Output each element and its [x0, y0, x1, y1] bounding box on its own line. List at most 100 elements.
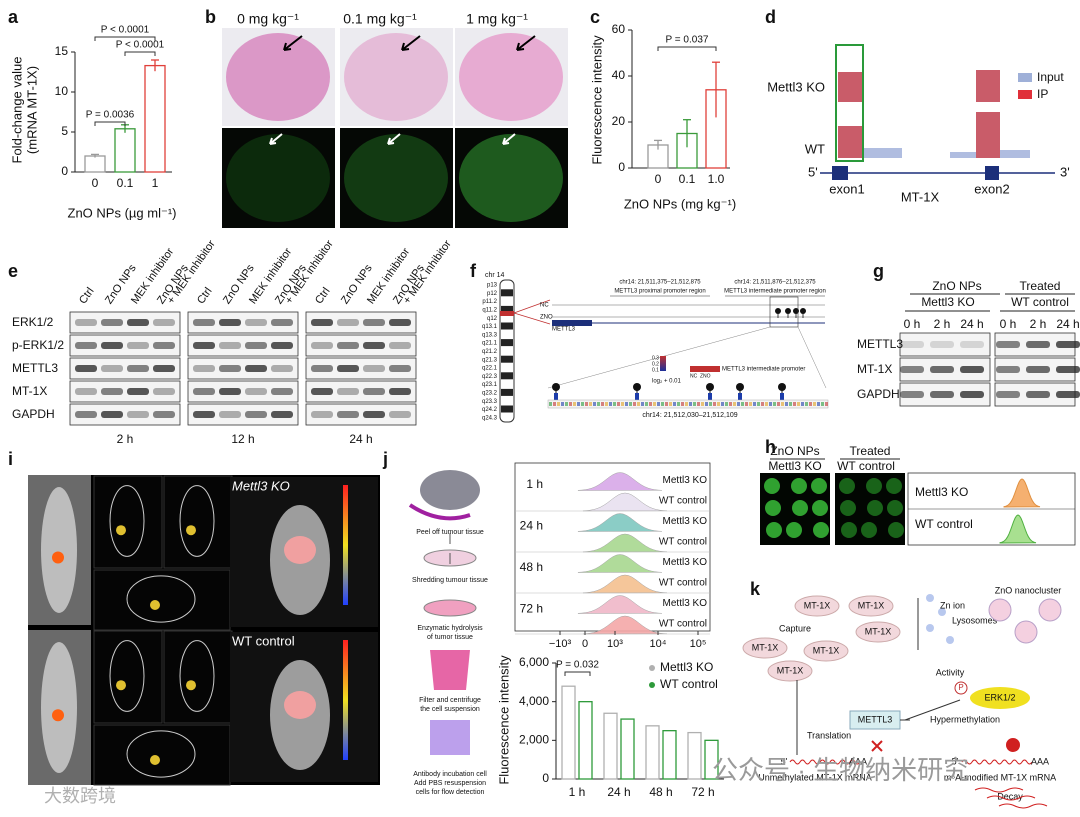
dose-label: 1 mg kg⁻¹	[466, 11, 528, 27]
sequence-base	[645, 402, 648, 406]
line	[904, 699, 961, 721]
legend-tick: 0.2	[652, 361, 659, 367]
row-label: METTL3	[12, 361, 58, 375]
legend-label: Mettl3 KO	[660, 660, 713, 674]
blot-band	[193, 411, 215, 418]
sequence-base	[581, 402, 584, 406]
label: 5'	[781, 756, 788, 766]
exon-label: exon2	[974, 181, 1009, 196]
x-axis-label: ZnO NPs (mg kg⁻¹)	[624, 196, 736, 211]
signal-track	[976, 70, 1000, 102]
x-tick-label: 0	[92, 176, 99, 190]
blot-band	[219, 388, 241, 395]
sequence-base	[549, 402, 552, 406]
tissue	[344, 33, 448, 121]
track-label: NC	[540, 303, 549, 309]
bar	[662, 730, 677, 780]
panel-letter: d	[765, 7, 776, 27]
legend-label: ZNO	[700, 373, 711, 379]
blot-band	[193, 342, 215, 349]
sequence-base	[569, 402, 572, 406]
y-tick-label: 2,000	[519, 733, 549, 747]
step-label: Activity	[936, 667, 965, 677]
strand-end: 3'	[1060, 164, 1070, 179]
blot-box	[69, 380, 181, 403]
blot-band	[363, 319, 385, 326]
sequence-base	[681, 402, 684, 406]
x-tick-label: 24 h	[607, 785, 630, 799]
lungs	[284, 691, 316, 719]
blot-band	[930, 341, 954, 348]
ct-slice	[93, 569, 231, 631]
step-label: Hypermethylation	[930, 714, 1000, 724]
sequence-base	[601, 402, 604, 406]
blot-band	[127, 319, 149, 326]
blot-band	[337, 365, 359, 372]
protein	[794, 595, 840, 617]
signal-track	[1000, 150, 1030, 158]
sequence-base	[725, 402, 728, 406]
signal-track	[862, 148, 902, 158]
panel-letter: f	[470, 261, 477, 281]
blot-box	[305, 403, 417, 426]
sequence-base	[565, 402, 568, 406]
ct-slice	[163, 475, 233, 569]
tube	[430, 720, 470, 755]
sequence-base	[561, 402, 564, 406]
panel-letter: c	[590, 7, 600, 27]
blot-box	[69, 334, 181, 357]
cell	[766, 522, 782, 538]
blot-band	[153, 411, 175, 418]
blot-band	[900, 341, 924, 348]
sequence-base	[553, 402, 556, 406]
blot-band	[960, 391, 984, 398]
protein	[742, 637, 788, 659]
watermark: 大数跨境	[44, 786, 116, 806]
row-label: Mettl3 KO	[663, 516, 708, 527]
degraded-mrna	[974, 787, 1024, 793]
step-label: Filter and centrifuge	[419, 697, 481, 704]
histogram	[582, 574, 668, 594]
protein-label: MT-1X	[813, 645, 840, 655]
body-outline	[179, 640, 215, 712]
band-label: q23.2	[482, 390, 498, 396]
blot-band	[1026, 366, 1050, 373]
sequence-base	[585, 402, 588, 406]
dose-label: 0.1 mg kg⁻¹	[343, 11, 417, 27]
signal-track	[976, 112, 1000, 158]
x-tick-label: 10⁵	[690, 638, 707, 650]
blot-band	[389, 411, 411, 418]
locus-mark	[500, 311, 514, 316]
region-label: METTL3 intermediate promoter region	[724, 289, 826, 295]
y-tick-label: 60	[612, 22, 626, 36]
strand-end: 5'	[808, 164, 818, 179]
sequence-base	[797, 402, 800, 406]
protein-label: MT-1X	[858, 600, 885, 610]
bracket	[657, 46, 717, 51]
row-label: WT control	[659, 496, 707, 507]
blot-band	[153, 388, 175, 395]
x-tick-label: 48 h	[649, 785, 672, 799]
signal-track	[838, 72, 862, 102]
protein-label: MT-1X	[777, 665, 804, 675]
histogram	[577, 554, 663, 573]
chromosome-label: chr 14	[485, 272, 505, 279]
cpg-site	[633, 383, 641, 391]
sequence-base	[709, 402, 712, 406]
histogram	[999, 514, 1037, 544]
time-label: 72 h	[520, 602, 543, 616]
y-tick-label: 5	[61, 124, 68, 138]
label: Lysosomes	[952, 615, 998, 625]
x-tick-label: 1.0	[708, 172, 725, 186]
annotation: P = 0.037	[666, 35, 709, 46]
blot-band	[193, 365, 215, 372]
blot-band	[101, 411, 123, 418]
cpg-site	[793, 308, 799, 314]
bar	[144, 64, 166, 173]
row-label: Mettl3 KO	[663, 475, 708, 486]
annotation: P = 0.032	[556, 660, 599, 671]
cell	[887, 500, 903, 516]
panel-letter: i	[8, 449, 13, 469]
sequence-base	[821, 402, 824, 406]
legend-label: NC	[690, 373, 698, 379]
